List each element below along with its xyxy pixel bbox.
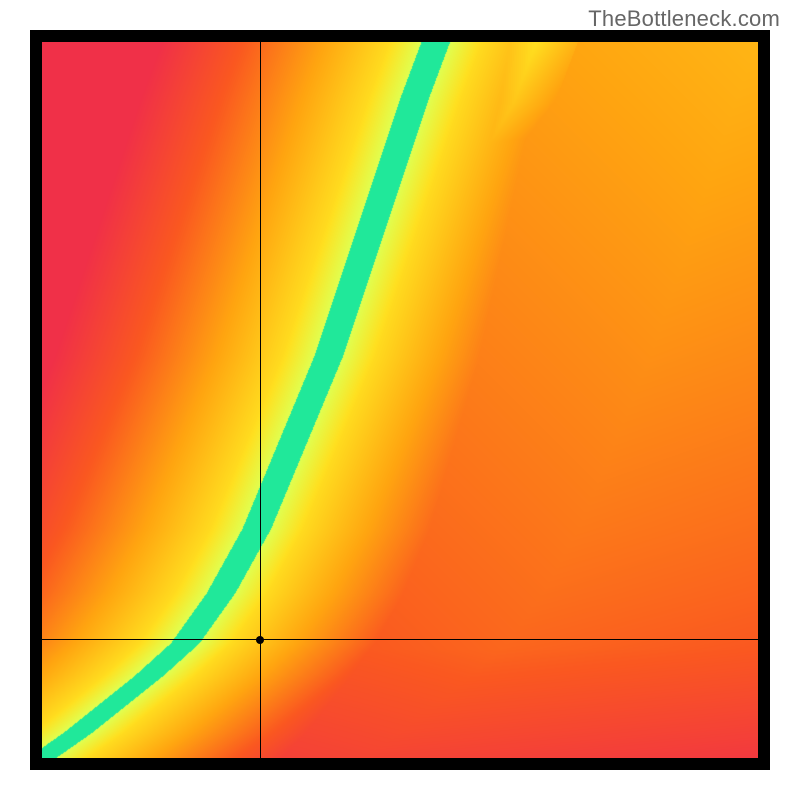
crosshair-marker bbox=[256, 636, 264, 644]
plot-frame bbox=[30, 30, 770, 770]
watermark-text: TheBottleneck.com bbox=[588, 6, 780, 32]
crosshair-horizontal bbox=[42, 639, 758, 640]
heatmap-canvas bbox=[42, 42, 758, 758]
crosshair-vertical bbox=[260, 42, 261, 758]
chart-container: TheBottleneck.com bbox=[0, 0, 800, 800]
